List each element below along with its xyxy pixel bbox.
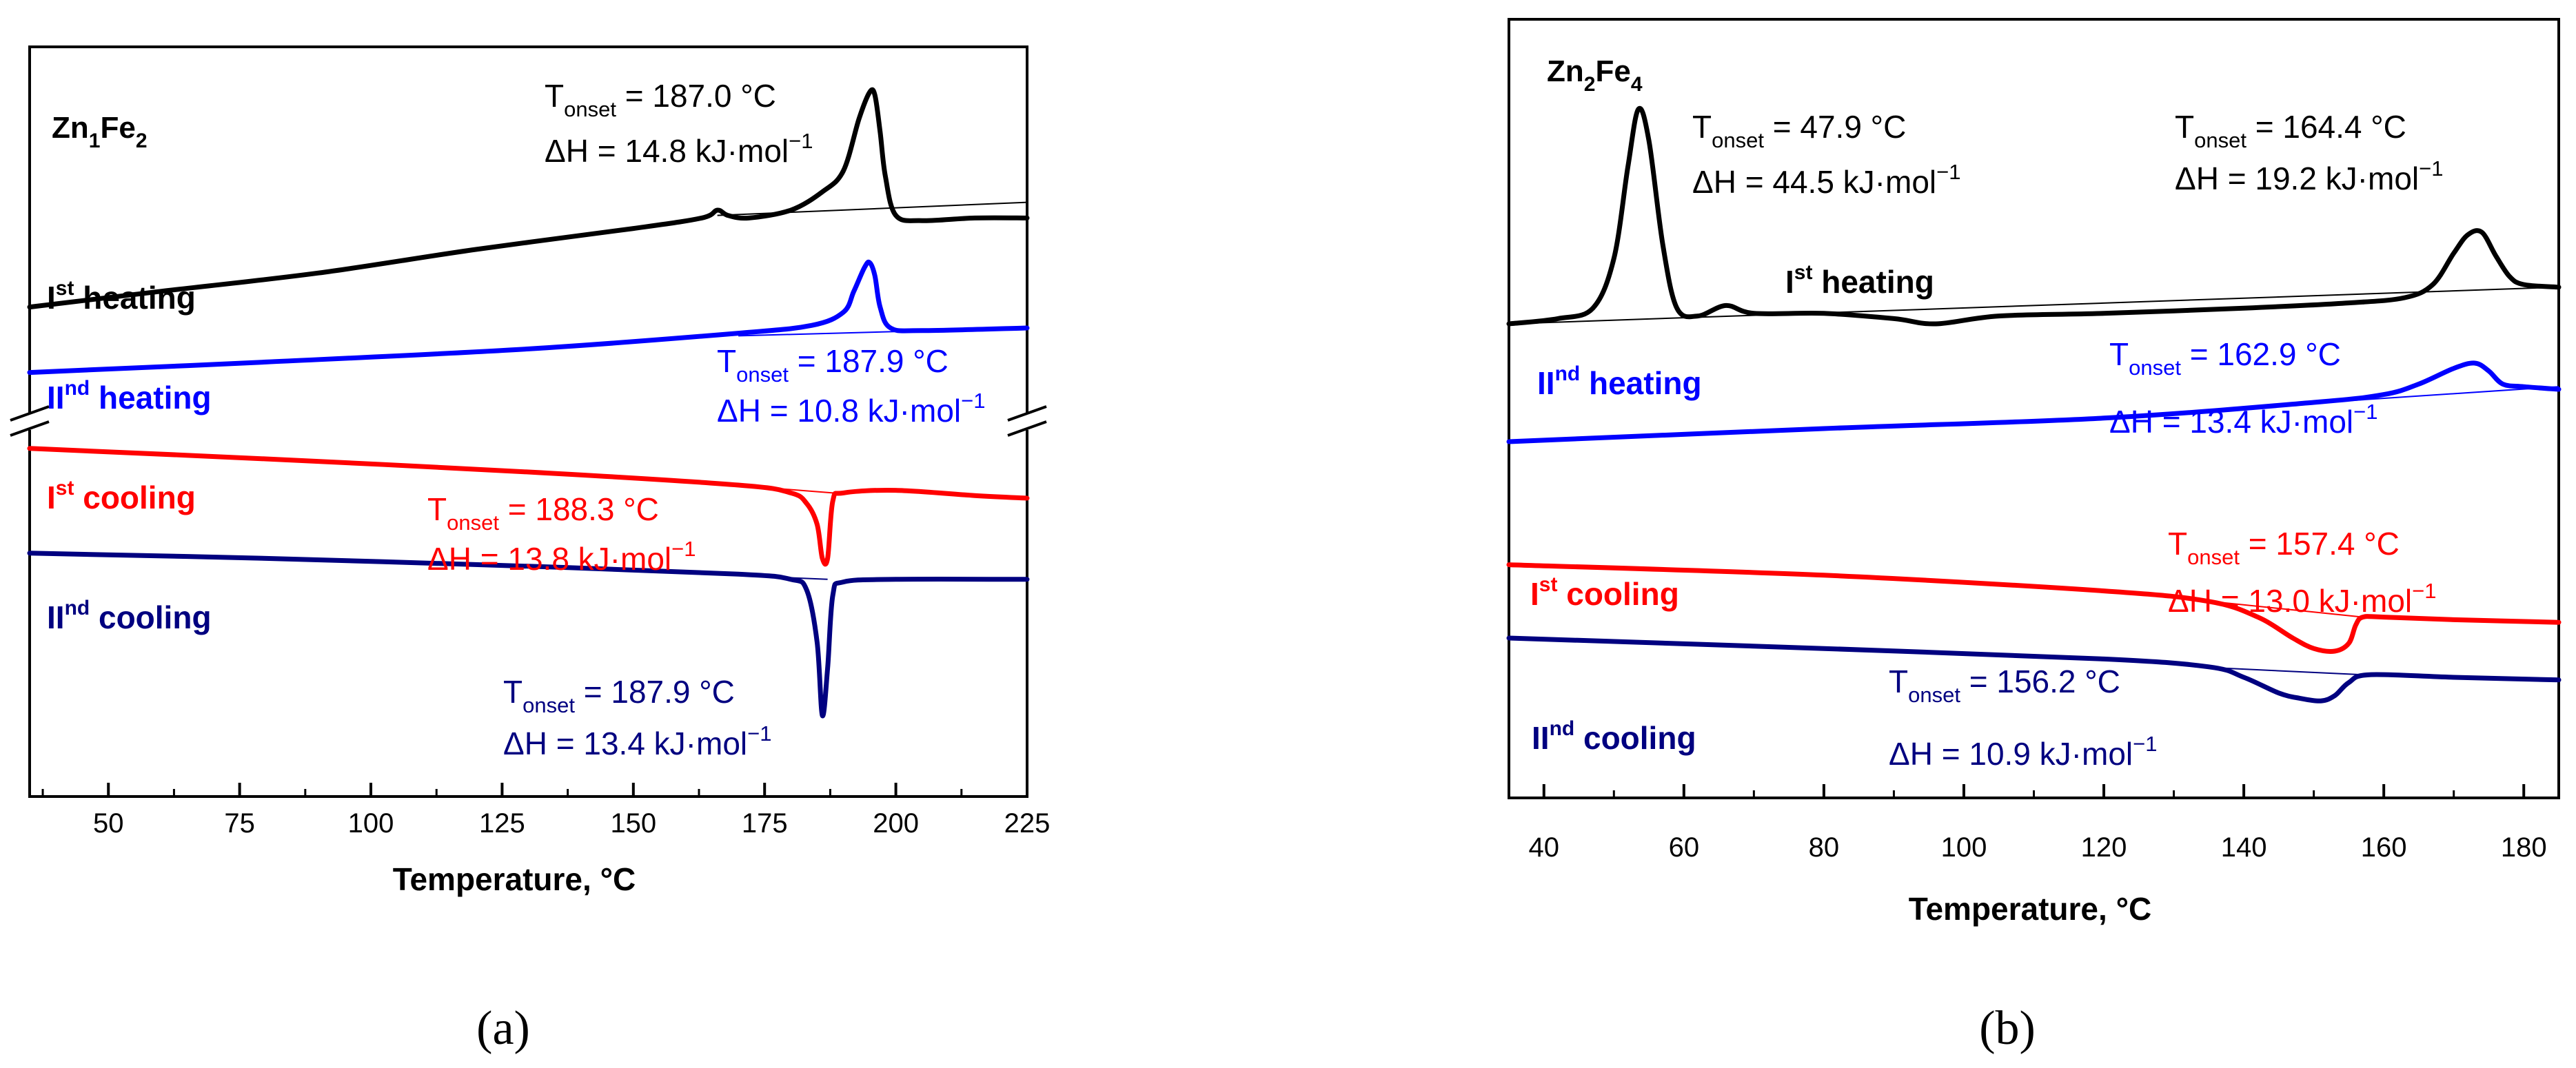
panel-a-axis-break — [10, 405, 1047, 437]
panel-a-chart: 50 75 100 125 150 175 200 225 Zn1Fe2 Temperatur… — [10, 45, 1051, 1055]
annotation-ii-heating: Tonset = 162.9 °C ΔH = 13.4 kJ·mol−1 — [2109, 336, 2377, 440]
x-tick-label: 60 — [1669, 832, 1700, 863]
curve-ii-cooling — [27, 551, 1030, 719]
annotation-enthalpy: ΔH = 14.8 kJ·mol−1 — [545, 129, 813, 169]
curve-label-ii-heating: IInd heating — [1537, 362, 1702, 401]
annotation-tonset: Tonset = 156.2 °C — [1889, 664, 2120, 707]
annotation-enthalpy: ΔH = 13.0 kJ·mol−1 — [2168, 579, 2436, 619]
panel-b-caption: (b) — [1979, 1002, 2036, 1055]
curve-label-ii-cooling: IInd cooling — [1532, 717, 1696, 756]
panel-b-curves — [1506, 105, 2562, 704]
curve-label-i-cooling: Ist cooling — [47, 477, 196, 515]
x-tick-label: 125 — [479, 808, 525, 839]
curve-label-i-cooling: Ist cooling — [1530, 573, 1679, 612]
annotation-enthalpy: ΔH = 10.8 kJ·mol−1 — [717, 389, 985, 429]
annotation-tonset: Tonset = 47.9 °C — [1692, 109, 1906, 152]
x-tick-label: 200 — [873, 808, 919, 839]
panel-a-curves — [27, 87, 1030, 719]
curve-ii-cooling — [1506, 635, 2562, 704]
panel-a-curve-labels: Ist heating IInd heating Ist cooling IInd c… — [47, 277, 212, 635]
panel-b-x-axis: 40 60 80 100 120 140 160 180 — [1529, 784, 2547, 863]
curve-label-i-heating: Ist heating — [1785, 261, 1934, 300]
x-tick-label: 75 — [224, 808, 255, 839]
annotation-i-cooling: Tonset = 188.3 °CΔH = 13.8 kJ·mol−1 — [427, 491, 696, 577]
panel-a-sample-label: Zn1Fe2 — [52, 111, 148, 152]
baseline-i-heating — [1508, 286, 2559, 325]
curve-i-cooling — [1506, 562, 2562, 654]
panel-b-curve-labels: Ist heating IInd heating Ist cooling IInd c… — [1530, 261, 1934, 756]
panel-a-x-axis: 50 75 100 125 150 175 200 225 — [41, 783, 1051, 839]
annotation-i-cooling: Tonset = 157.4 °C ΔH = 13.0 kJ·mol−1 — [2168, 526, 2436, 619]
annotation-ii-heating: Tonset = 187.9 °CΔH = 10.8 kJ·mol−1 — [717, 343, 985, 429]
x-tick-label: 50 — [93, 808, 124, 839]
annotation-enthalpy: ΔH = 13.4 kJ·mol−1 — [503, 721, 771, 761]
x-tick-label: 100 — [1941, 832, 1987, 863]
annotation-tonset: Tonset = 157.4 °C — [2168, 526, 2400, 569]
axis-break-mark — [10, 405, 50, 422]
annotation-ii-cooling: Tonset = 187.9 °CΔH = 13.4 kJ·mol−1 — [503, 674, 771, 761]
panel-a-caption: (a) — [476, 1002, 530, 1055]
x-tick-label: 180 — [2501, 832, 2547, 863]
annotation-enthalpy: ΔH = 44.5 kJ·mol−1 — [1692, 160, 1960, 200]
panel-b-sample-label: Zn2Fe4 — [1547, 54, 1643, 96]
annotation-i-heating-high: Tonset = 164.4 °CΔH = 19.2 kJ·mol−1 — [2175, 109, 2443, 196]
annotation-tonset: Tonset = 187.0 °C — [545, 78, 776, 121]
curve-label-ii-heating: IInd heating — [47, 377, 212, 415]
annotation-tonset: Tonset = 164.4 °C — [2175, 109, 2406, 152]
annotation-tonset: Tonset = 162.9 °C — [2109, 336, 2341, 380]
panel-b-xlabel: Temperature, °C — [1909, 891, 2151, 927]
x-tick-label: 100 — [348, 808, 394, 839]
annotation-i-heating-low: Tonset = 47.9 °C ΔH = 44.5 kJ·mol−1 — [1692, 109, 1960, 200]
annotation-enthalpy: ΔH = 13.8 kJ·mol−1 — [427, 537, 696, 577]
annotation-tonset: Tonset = 187.9 °C — [717, 343, 949, 387]
x-tick-label: 120 — [2081, 832, 2127, 863]
curve-i-heating — [27, 87, 1030, 310]
curve-ii-heating — [1506, 360, 2562, 444]
curve-label-ii-cooling: IInd cooling — [47, 597, 212, 635]
panel-a-annotations: Tonset = 187.0 °CΔH = 14.8 kJ·mol−1Tonse… — [427, 78, 985, 761]
x-tick-label: 150 — [610, 808, 656, 839]
axis-break-mark — [1007, 405, 1047, 422]
annotation-enthalpy: ΔH = 10.9 kJ·mol−1 — [1889, 732, 2157, 772]
axis-break-mark — [10, 420, 50, 437]
annotation-tonset: Tonset = 187.9 °C — [503, 674, 735, 717]
panel-a-xlabel: Temperature, °C — [393, 861, 636, 897]
x-tick-label: 40 — [1529, 832, 1560, 863]
x-tick-label: 160 — [2361, 832, 2407, 863]
x-tick-label: 80 — [1809, 832, 1840, 863]
panel-b-annotations: Tonset = 47.9 °CΔH = 44.5 kJ·mol−1Tonset… — [1692, 109, 2443, 772]
annotation-ii-cooling: Tonset = 156.2 °C ΔH = 10.9 kJ·mol−1 — [1889, 664, 2157, 772]
axis-break-mark — [1007, 420, 1047, 437]
annotation-i-heating: Tonset = 187.0 °C ΔH = 14.8 kJ·mol−1 — [545, 78, 813, 169]
annotation-tonset: Tonset = 188.3 °C — [427, 491, 659, 535]
curve-label-i-heating: Ist heating — [47, 277, 196, 316]
x-tick-label: 225 — [1004, 808, 1051, 839]
panel-b-chart: 40 60 80 100 120 140 160 180 Zn2Fe4 Temperature… — [1506, 18, 2562, 1055]
annotation-enthalpy: ΔH = 13.4 kJ·mol−1 — [2109, 400, 2377, 440]
annotation-enthalpy: ΔH = 19.2 kJ·mol−1 — [2175, 156, 2443, 196]
x-tick-label: 140 — [2221, 832, 2267, 863]
curve-i-heating — [1506, 105, 2562, 327]
x-tick-label: 175 — [742, 808, 788, 839]
curve-i-cooling — [27, 446, 1030, 567]
curve-ii-heating — [27, 259, 1030, 376]
baseline-i-heating — [717, 201, 1028, 216]
